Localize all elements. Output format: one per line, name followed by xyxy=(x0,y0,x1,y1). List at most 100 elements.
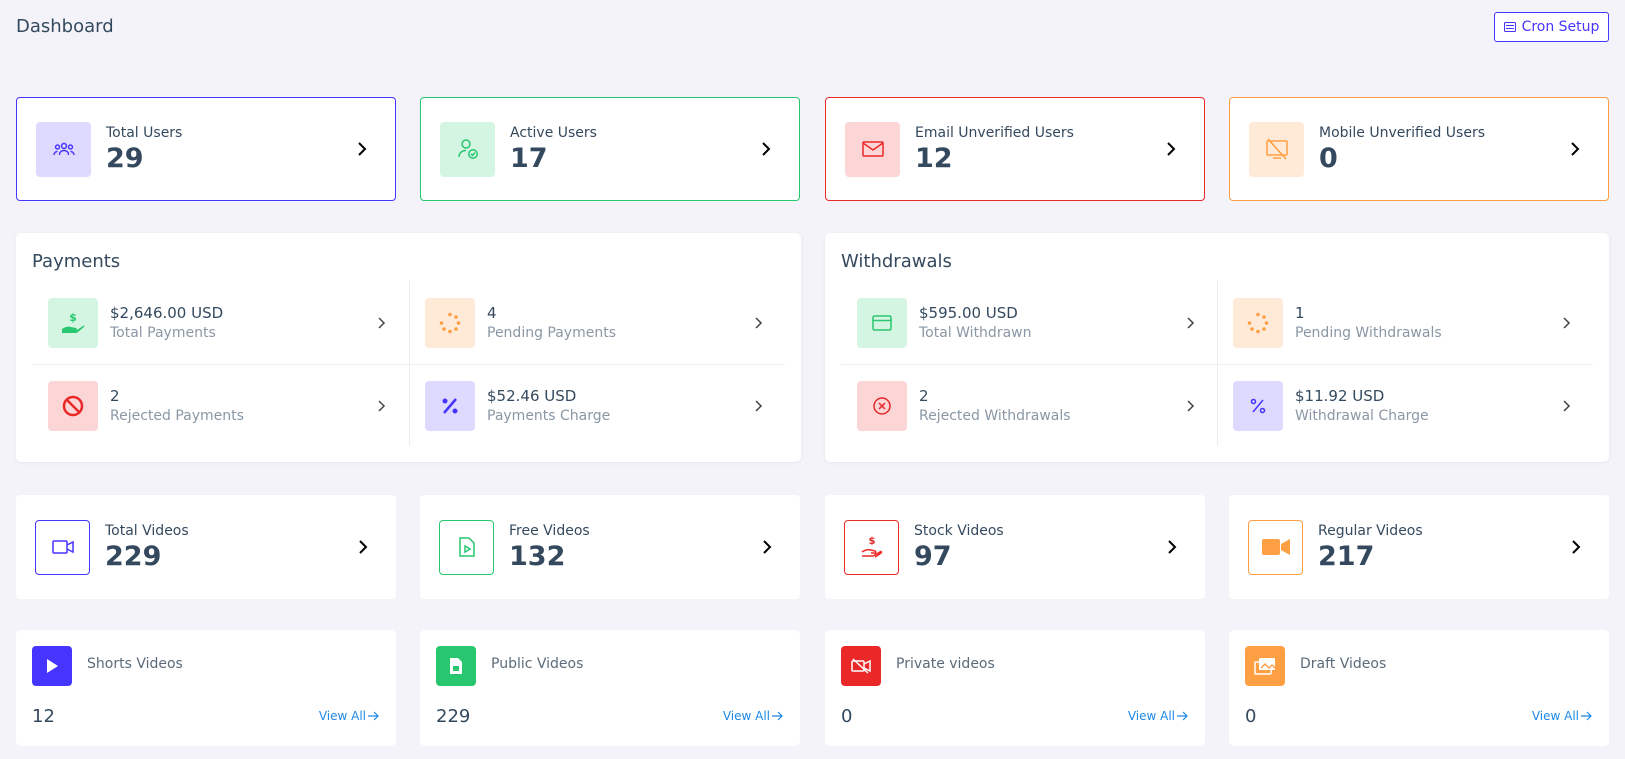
arrow-right-icon xyxy=(772,711,783,721)
mobile-unverified-card[interactable]: Mobile Unverified Users 0 xyxy=(1229,97,1609,201)
widget-value: 97 xyxy=(914,540,952,572)
withdrawals-panel: Withdrawals $595.00 USD Total Withdrawn … xyxy=(825,233,1609,462)
payment-value: 2 xyxy=(110,387,120,405)
pending-withdrawals-item[interactable]: 1 Pending Withdrawals xyxy=(1217,281,1595,364)
page-title: Dashboard xyxy=(16,16,114,37)
payment-value: $2,646.00 USD xyxy=(110,304,224,322)
cron-setup-label: Cron Setup xyxy=(1521,19,1600,35)
status-label: Public Videos xyxy=(491,656,584,672)
widget-value: 132 xyxy=(509,540,566,572)
chevron-right-icon[interactable] xyxy=(759,142,773,156)
widget-label: Free Videos xyxy=(509,522,590,539)
withdrawal-charge-item[interactable]: $11.92 USD Withdrawal Charge xyxy=(1217,364,1595,447)
video-camera-icon xyxy=(1248,519,1303,575)
svg-text:$: $ xyxy=(69,311,77,324)
chevron-right-icon[interactable] xyxy=(1568,142,1582,156)
chevron-right-icon[interactable] xyxy=(1165,540,1179,554)
video-slash-icon xyxy=(841,646,881,686)
regular-videos-card[interactable]: Regular Videos 217 xyxy=(1229,495,1609,599)
widget-label: Active Users xyxy=(510,124,597,141)
widget-label: Regular Videos xyxy=(1318,522,1423,539)
percent-icon xyxy=(425,380,475,431)
private-videos-card: Private videos 0 View All xyxy=(825,630,1205,746)
total-payments-item[interactable]: $ $2,646.00 USD Total Payments xyxy=(32,281,410,364)
widget-value: 0 xyxy=(1319,142,1338,174)
view-all-link[interactable]: View All xyxy=(319,709,380,723)
percent-icon xyxy=(1233,380,1283,431)
active-users-card[interactable]: Active Users 17 xyxy=(420,97,800,201)
svg-text:$: $ xyxy=(868,536,875,547)
payment-label: Pending Payments xyxy=(487,325,617,341)
images-icon xyxy=(1245,646,1285,686)
status-value: 0 xyxy=(841,706,853,727)
total-users-card[interactable]: Total Users 29 xyxy=(16,97,396,201)
video-icon xyxy=(35,519,90,575)
pending-payments-item[interactable]: 4 Pending Payments xyxy=(409,281,787,364)
view-all-link[interactable]: View All xyxy=(723,709,784,723)
view-all-label: View All xyxy=(318,709,366,723)
arrow-right-icon xyxy=(368,711,379,721)
envelope-icon xyxy=(845,121,900,177)
withdrawal-label: Pending Withdrawals xyxy=(1295,325,1442,341)
email-unverified-card[interactable]: Email Unverified Users 12 xyxy=(825,97,1205,201)
withdrawals-title: Withdrawals xyxy=(841,251,952,272)
divider xyxy=(841,364,1593,365)
divider xyxy=(1217,281,1218,446)
total-withdrawn-item[interactable]: $595.00 USD Total Withdrawn xyxy=(841,281,1219,364)
payment-label: Total Payments xyxy=(110,325,216,341)
chevron-right-icon[interactable] xyxy=(1185,316,1197,329)
widget-label: Total Videos xyxy=(105,522,189,539)
widget-label: Email Unverified Users xyxy=(915,124,1074,141)
status-label: Private videos xyxy=(896,656,995,672)
stock-videos-card[interactable]: $ Stock Videos 97 xyxy=(825,495,1205,599)
chevron-right-icon[interactable] xyxy=(753,316,765,329)
chevron-right-icon[interactable] xyxy=(376,316,388,329)
payments-charge-item[interactable]: $52.46 USD Payments Charge xyxy=(409,364,787,447)
chevron-right-icon[interactable] xyxy=(1185,399,1197,412)
payment-value: $52.46 USD xyxy=(487,387,577,405)
file-icon xyxy=(436,646,476,686)
hand-dollar-icon: $ xyxy=(48,297,98,348)
status-value: 0 xyxy=(1245,706,1257,727)
widget-value: 229 xyxy=(105,540,162,572)
widget-label: Stock Videos xyxy=(914,522,1004,539)
arrow-right-icon xyxy=(1177,711,1188,721)
chevron-right-icon[interactable] xyxy=(355,142,369,156)
widget-value: 217 xyxy=(1318,540,1375,572)
chevron-right-icon[interactable] xyxy=(1164,142,1178,156)
total-videos-card[interactable]: Total Videos 229 xyxy=(16,495,396,599)
status-label: Draft Videos xyxy=(1300,656,1387,672)
ban-icon xyxy=(48,380,98,431)
chevron-right-icon[interactable] xyxy=(1561,316,1573,329)
status-value: 229 xyxy=(436,706,471,727)
withdrawal-value: $11.92 USD xyxy=(1295,387,1385,405)
payment-label: Rejected Payments xyxy=(110,408,244,424)
chevron-right-icon[interactable] xyxy=(356,540,370,554)
view-all-link[interactable]: View All xyxy=(1128,709,1189,723)
chevron-right-icon[interactable] xyxy=(753,399,765,412)
server-icon xyxy=(1503,22,1516,32)
chevron-right-icon[interactable] xyxy=(376,399,388,412)
rejected-withdrawals-item[interactable]: 2 Rejected Withdrawals xyxy=(841,364,1219,447)
free-videos-card[interactable]: Free Videos 132 xyxy=(420,495,800,599)
widget-value: 12 xyxy=(915,142,953,174)
arrow-right-icon xyxy=(1581,711,1592,721)
cron-setup-button[interactable]: Cron Setup xyxy=(1494,12,1609,42)
withdrawal-label: Total Withdrawn xyxy=(919,325,1032,341)
widget-value: 29 xyxy=(106,142,144,174)
view-all-link[interactable]: View All xyxy=(1532,709,1593,723)
public-videos-card: Public Videos 229 View All xyxy=(420,630,800,746)
withdrawal-value: 1 xyxy=(1295,304,1305,322)
withdrawal-label: Withdrawal Charge xyxy=(1295,408,1429,424)
chevron-right-icon[interactable] xyxy=(1561,399,1573,412)
chevron-right-icon[interactable] xyxy=(1569,540,1583,554)
divider xyxy=(409,281,410,446)
view-all-label: View All xyxy=(722,709,770,723)
rejected-payments-item[interactable]: 2 Rejected Payments xyxy=(32,364,410,447)
chevron-right-icon[interactable] xyxy=(760,540,774,554)
users-icon xyxy=(36,121,91,177)
file-video-icon xyxy=(439,519,494,575)
payment-value: 4 xyxy=(487,304,497,322)
payment-label: Payments Charge xyxy=(487,408,611,424)
spinner-icon xyxy=(1233,297,1283,348)
